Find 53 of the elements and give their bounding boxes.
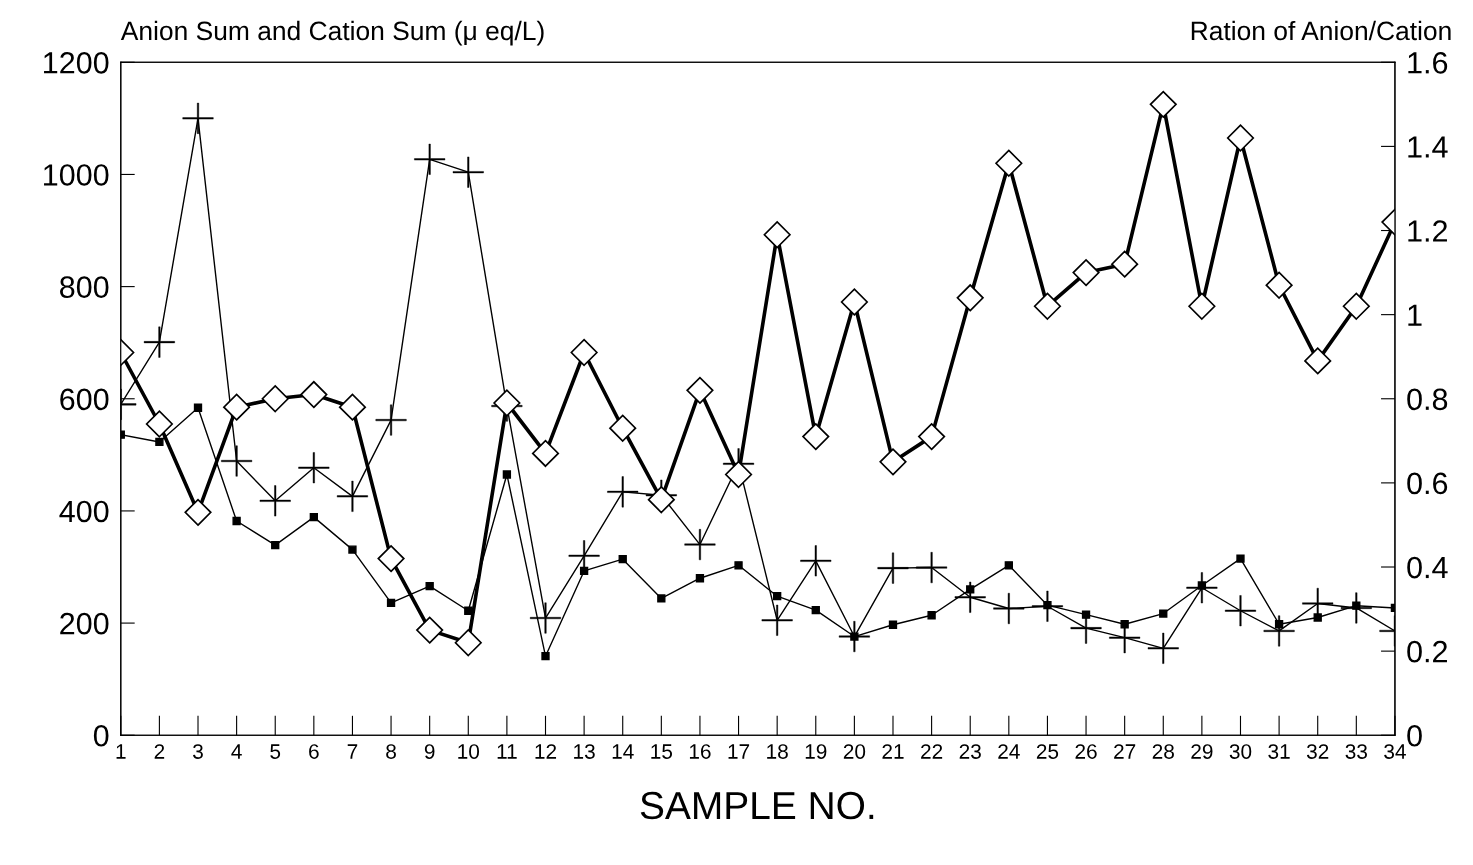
y-tick-label: 600 [60,388,109,411]
y2-tick-label: 1.6 [1408,52,1448,74]
x-tick-label: 28 [1152,744,1174,759]
x-tick-label: 10 [458,744,480,759]
y2-tick-label: 1.2 [1408,220,1447,242]
x-tick-label: 24 [998,744,1020,759]
x-tick-label: 34 [1384,744,1406,759]
x-tick-label: 32 [1306,744,1329,759]
x-tick-label: 9 [424,744,435,759]
x-tick-label: 13 [574,744,595,759]
x-tick-label: 19 [805,744,827,759]
x-tick-label: 16 [689,744,711,759]
x-tick-label: 20 [843,744,866,759]
y2-tick-label: 0.8 [1407,388,1448,411]
y-tick-label: 200 [60,612,109,635]
x-tick-label: 27 [1114,744,1136,759]
y-tick-label: 1000 [44,164,109,186]
x-tick-label: 4 [231,744,242,759]
x-tick-label: 14 [612,744,634,759]
x-tick-label: 23 [959,744,981,759]
y2-tick-label: 1 [1408,304,1422,326]
x-tick-label: 11 [497,744,517,759]
x-tick-label: 8 [386,744,396,759]
y-axis-title: Anion Sum and Cation Sum (μ eq/L) [120,20,544,46]
y-tick-label: 800 [60,276,109,298]
x-tick-label: 5 [270,744,281,759]
y2-tick-label: 0 [1407,724,1422,747]
x-tick-label: 29 [1191,744,1213,759]
y-tick-label: 0 [93,724,109,747]
x-tick-label: 7 [347,744,358,759]
y2-tick-label: 0.4 [1407,556,1448,579]
x-tick-label: 33 [1345,744,1367,759]
x-tick-label: 18 [767,744,788,759]
x-tick-label: 17 [728,744,750,759]
x-tick-label: 21 [882,744,904,759]
x-tick-label: 6 [309,744,319,759]
x-tick-label: 31 [1268,744,1290,759]
x-axis-title: SAMPLE NO. [640,791,874,820]
y-tick-label: 400 [59,500,109,523]
y2-axis-title: Ration of Anion/Cation [1191,20,1451,41]
y2-tick-label: 0.2 [1407,640,1447,663]
x-tick-label: 3 [193,744,203,759]
x-tick-label: 12 [535,744,557,759]
x-tick-label: 26 [1075,744,1097,759]
x-tick-label: 1 [116,744,126,759]
y2-tick-label: 1.4 [1408,136,1448,158]
x-tick-label: 22 [921,744,943,759]
x-tick-label: 30 [1229,744,1252,759]
x-tick-label: 2 [154,744,165,759]
y-tick-label: 1200 [44,52,109,74]
x-tick-label: 25 [1036,744,1059,759]
y2-tick-label: 0.6 [1407,472,1448,495]
x-tick-label: 15 [651,744,673,759]
